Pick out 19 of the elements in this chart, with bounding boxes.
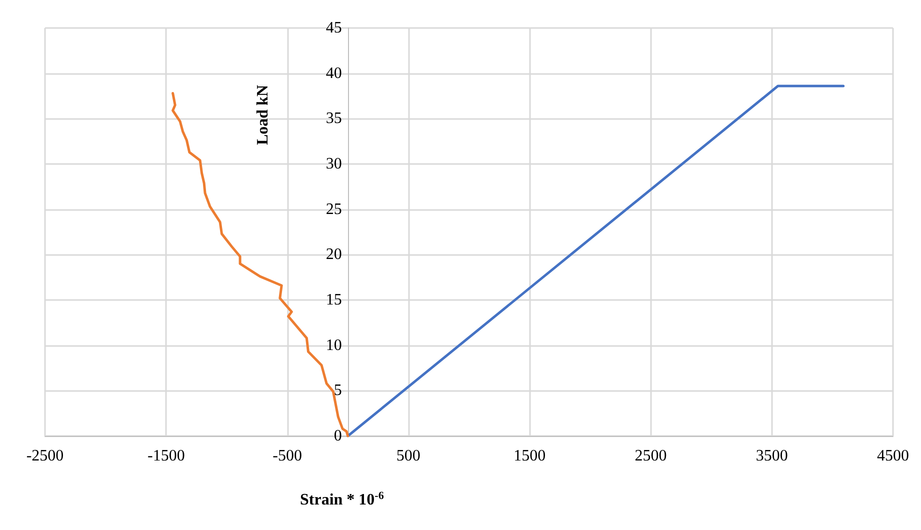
y-tick-label: 10 <box>326 336 342 354</box>
x-tick-label: -500 <box>272 448 302 464</box>
x-tick-label: 4500 <box>877 448 909 464</box>
x-tick-label: 2500 <box>634 448 667 464</box>
y-tick-label: 5 <box>334 382 342 400</box>
y-tick-label: 35 <box>326 110 342 128</box>
y-tick-label: 40 <box>326 64 342 82</box>
y-tick-label: 45 <box>326 20 342 36</box>
y-tick-label: 15 <box>326 292 342 308</box>
y-axis-title: Load kN <box>254 84 272 146</box>
y-tick-label: 25 <box>326 200 342 218</box>
x-tick-label: 500 <box>396 448 420 464</box>
x-tick-label: -1500 <box>147 448 185 464</box>
y-tick-label: 30 <box>326 156 342 172</box>
x-tick-label: 1500 <box>514 448 546 464</box>
y-tick-label: 0 <box>334 428 342 444</box>
x-tick-label: 3500 <box>756 448 788 464</box>
y-tick-label: 20 <box>326 246 342 264</box>
x-tick-label: -2500 <box>26 448 64 464</box>
